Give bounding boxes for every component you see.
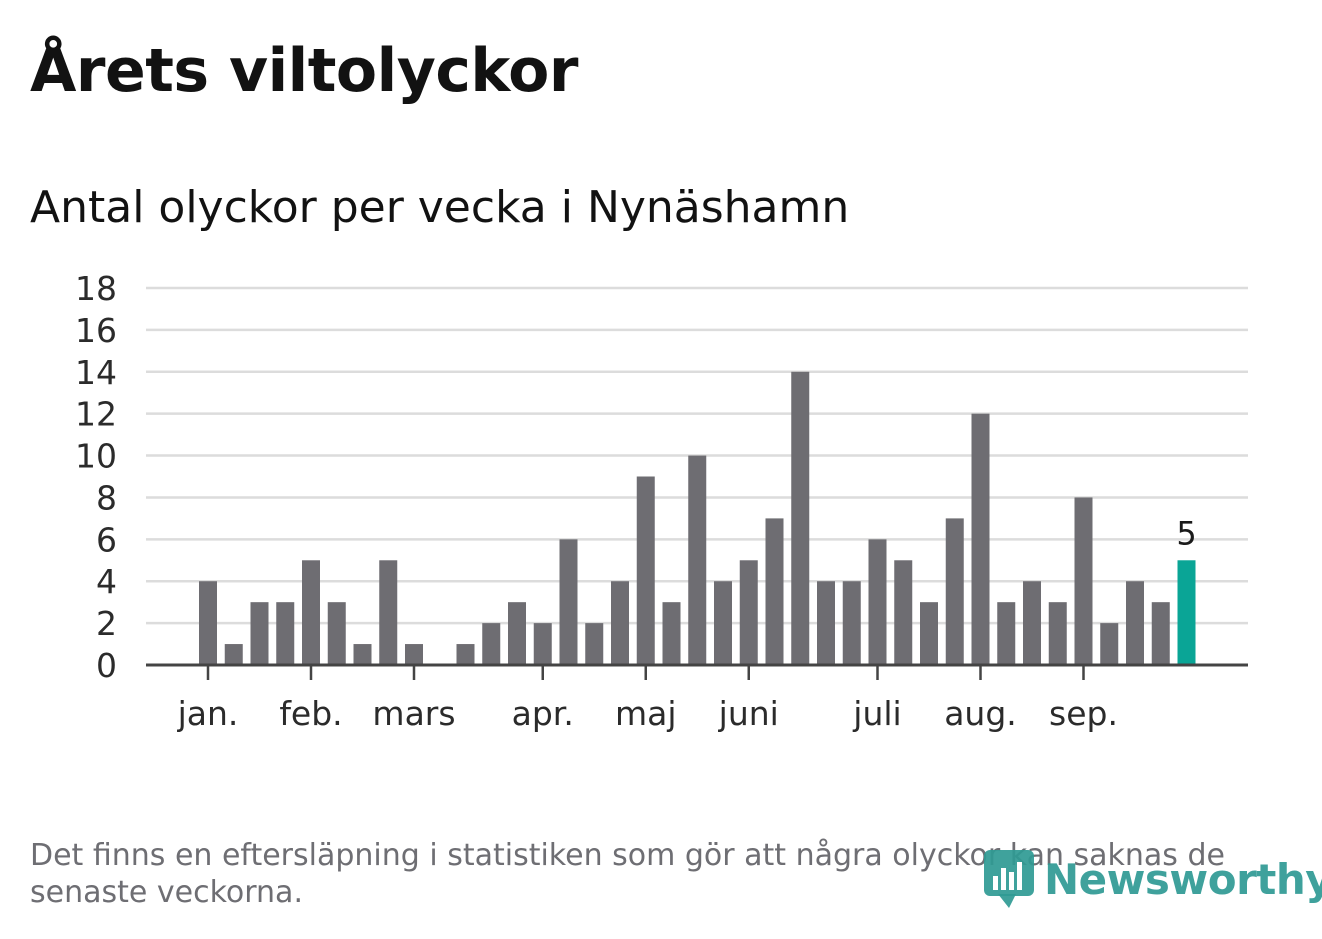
y-tick-label-18: 18 xyxy=(75,269,117,308)
bar xyxy=(971,413,990,665)
y-tick-label-14: 14 xyxy=(75,353,117,392)
bar xyxy=(920,602,938,665)
bar xyxy=(276,602,295,665)
bar xyxy=(327,602,346,665)
bar xyxy=(199,581,217,665)
bar xyxy=(842,581,861,665)
bar xyxy=(636,476,655,665)
bar xyxy=(1126,581,1144,665)
bar xyxy=(508,602,526,665)
bar xyxy=(765,518,784,665)
y-tick-label-6: 6 xyxy=(96,520,117,559)
bar xyxy=(997,602,1016,665)
bar xyxy=(611,581,629,665)
y-tick-label-0: 0 xyxy=(96,646,117,685)
newsworthy-logo: Newsworthy xyxy=(982,848,1322,910)
y-tick-label-4: 4 xyxy=(96,562,117,601)
bars xyxy=(199,371,1196,665)
bar xyxy=(791,371,810,665)
bar xyxy=(894,560,913,665)
bar xyxy=(662,602,681,665)
grid-lines xyxy=(146,286,1248,625)
bar xyxy=(353,644,372,665)
bar xyxy=(688,455,707,665)
bar xyxy=(1074,497,1093,665)
bar xyxy=(379,560,398,665)
x-tick-label: mars xyxy=(372,694,455,733)
x-tick-label: juni xyxy=(718,694,779,733)
bar xyxy=(1151,602,1170,665)
x-axis-ticks: jan. feb. mars apr. maj juni juli aug. sep. xyxy=(177,665,1118,733)
x-tick-label: sep. xyxy=(1049,694,1118,733)
bar xyxy=(224,644,243,665)
logo-text: Newsworthy xyxy=(1044,854,1322,904)
y-tick-label-8: 8 xyxy=(96,478,117,517)
x-tick-label: maj xyxy=(615,694,677,733)
bar xyxy=(559,539,578,665)
x-tick-label: jan. xyxy=(177,694,239,733)
x-tick-label: apr. xyxy=(512,694,574,733)
bar-highlight xyxy=(1177,560,1196,665)
y-tick-label-2: 2 xyxy=(96,604,117,643)
bar xyxy=(739,560,758,665)
bar xyxy=(1023,581,1041,665)
x-tick-label: juli xyxy=(852,694,901,733)
data-label-highlight: 5 xyxy=(1176,514,1196,552)
y-tick-label-10: 10 xyxy=(75,437,117,476)
bar xyxy=(456,644,475,665)
chart-subtitle: Antal olyckor per vecka i Nynäshamn xyxy=(30,182,850,233)
bar xyxy=(868,539,887,665)
bar xyxy=(533,623,552,665)
bar xyxy=(1100,623,1119,665)
y-tick-label-16: 16 xyxy=(75,311,117,350)
bar xyxy=(250,602,269,665)
data-labels: 5 xyxy=(1176,514,1196,552)
bar xyxy=(585,623,604,665)
bar xyxy=(714,581,732,665)
x-tick-label: feb. xyxy=(279,694,342,733)
bar xyxy=(302,560,320,665)
bar xyxy=(1048,602,1067,665)
bar xyxy=(945,518,964,665)
bar xyxy=(482,623,501,665)
newsworthy-logo-icon xyxy=(984,850,1034,908)
y-tick-label-12: 12 xyxy=(75,395,117,434)
chart-title: Årets viltolyckor xyxy=(30,36,579,106)
bar xyxy=(405,644,423,665)
bar xyxy=(817,581,835,665)
x-tick-label: aug. xyxy=(944,694,1017,733)
